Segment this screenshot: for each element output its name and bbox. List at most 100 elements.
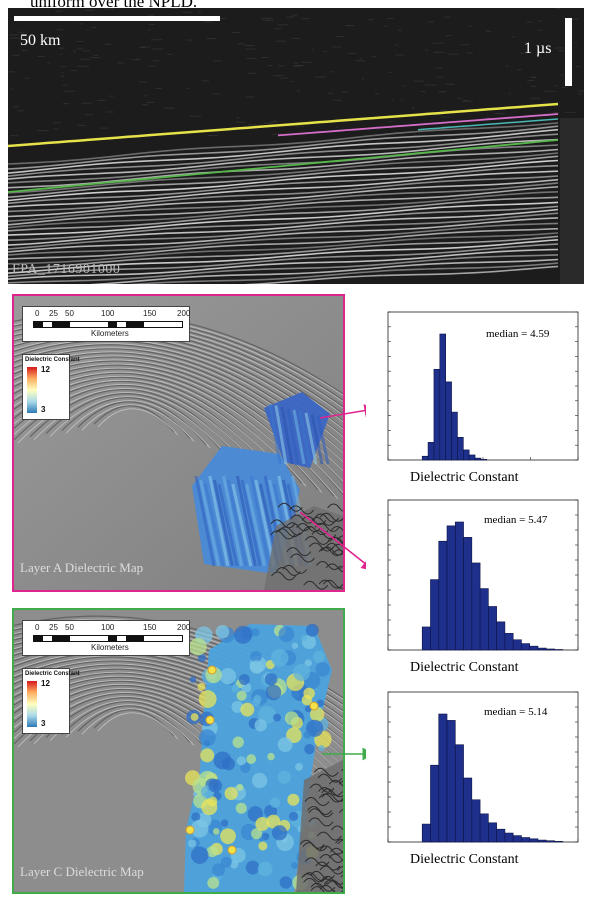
arrow-layer-a-upper-to-hist-1 bbox=[319, 404, 378, 419]
histogram-bar bbox=[480, 459, 488, 461]
legend-color-ramp bbox=[27, 367, 37, 413]
scale-unit-label: Kilometers bbox=[91, 643, 129, 652]
scale-tick-label: 25 bbox=[49, 309, 58, 318]
histogram-bar bbox=[496, 621, 506, 651]
histogram-bar bbox=[529, 838, 539, 843]
histogram-bar bbox=[488, 606, 497, 651]
scale-tick-label: 0 bbox=[35, 623, 40, 632]
radargram-image: 50 km 1 µs FPA_1716901000 bbox=[8, 8, 584, 284]
radargram-layers bbox=[8, 8, 584, 284]
histogram-2: median = 5.47 Dielectric Constant bbox=[366, 494, 584, 678]
scale-tick-label: 200 bbox=[177, 623, 191, 632]
layer-c-scale-bar: 0 25 50 100 150 200 Kilometers bbox=[22, 620, 190, 656]
histogram-bar bbox=[512, 835, 522, 843]
histogram-bar bbox=[529, 645, 539, 651]
histogram-bar bbox=[463, 449, 470, 461]
layer-a-scale-bar: 0 25 50 100 150 200 Kilometers bbox=[22, 306, 190, 342]
time-scale-bar bbox=[565, 18, 572, 86]
layer-c-map-label: Layer C Dielectric Map bbox=[20, 864, 144, 879]
histogram-bar bbox=[446, 525, 456, 651]
scale-tick-label: 50 bbox=[65, 623, 74, 632]
scale-tick-label: 0 bbox=[35, 309, 40, 318]
scale-tick-label: 200 bbox=[177, 309, 191, 318]
layer-c-color-legend: Dielectric Constant 12 3 bbox=[22, 668, 80, 734]
legend-max-label: 12 bbox=[41, 679, 50, 688]
layer-a-map-panel: 0 25 50 100 150 200 Kilometers Dielectri… bbox=[12, 294, 345, 592]
histogram-bar bbox=[479, 588, 489, 651]
histogram-3: median = 5.14 Dielectric Constant bbox=[366, 686, 584, 872]
histogram-bar bbox=[451, 411, 458, 461]
histogram-bar bbox=[496, 828, 506, 843]
histogram-2-median: median = 5.47 bbox=[484, 514, 548, 526]
histogram-bar bbox=[463, 777, 473, 843]
histogram-2-xlabel: Dielectric Constant bbox=[410, 660, 519, 675]
radargram-id-label: FPA_1716901000 bbox=[12, 262, 121, 277]
histogram-1: median = 4.59 Dielectric Constant bbox=[366, 306, 584, 488]
scale-tick-label: 50 bbox=[65, 309, 74, 318]
histogram-bar bbox=[430, 764, 440, 843]
scale-unit-label: Kilometers bbox=[91, 329, 129, 338]
figure-caption-fragment: uniform over the NPLD. bbox=[30, 0, 198, 11]
histogram-bar bbox=[454, 521, 464, 651]
scale-bar-graphic bbox=[33, 635, 183, 642]
legend-title: Dielectric Constant bbox=[25, 671, 80, 677]
histogram-bar bbox=[554, 649, 564, 651]
histogram-bar bbox=[488, 822, 497, 843]
histogram-bar bbox=[438, 713, 448, 843]
arrow-layer-a-lower-to-hist-2 bbox=[299, 511, 375, 571]
histogram-bar bbox=[545, 840, 555, 843]
histogram-bar bbox=[504, 832, 514, 843]
histogram-3-xlabel: Dielectric Constant bbox=[410, 852, 519, 867]
scale-tick-label: 150 bbox=[143, 309, 157, 318]
legend-max-label: 12 bbox=[41, 365, 50, 374]
layer-a-color-legend: Dielectric Constant 12 3 bbox=[22, 354, 80, 420]
legend-min-label: 3 bbox=[41, 405, 46, 414]
histogram-bar bbox=[474, 457, 482, 461]
histogram-bar bbox=[554, 841, 564, 843]
legend-color-ramp bbox=[27, 681, 37, 727]
histogram-bar bbox=[512, 639, 522, 651]
histogram-bar bbox=[454, 744, 464, 843]
histogram-bar bbox=[438, 540, 448, 651]
legend-title: Dielectric Constant bbox=[25, 357, 80, 363]
scale-tick-label: 100 bbox=[101, 623, 115, 632]
legend-min-label: 3 bbox=[41, 719, 46, 728]
histogram-bar bbox=[430, 579, 440, 651]
histogram-1-xlabel: Dielectric Constant bbox=[410, 470, 519, 485]
histogram-bar bbox=[468, 454, 476, 461]
distance-scale-bar bbox=[14, 16, 220, 21]
scale-tick-label: 25 bbox=[49, 623, 58, 632]
histogram-axes-frame bbox=[387, 311, 579, 461]
histogram-3-median: median = 5.14 bbox=[484, 706, 548, 718]
histogram-bar bbox=[545, 648, 555, 651]
histogram-bar bbox=[421, 455, 429, 461]
histogram-bar bbox=[421, 626, 431, 651]
histogram-1-median: median = 4.59 bbox=[486, 328, 550, 340]
scale-tick-label: 150 bbox=[143, 623, 157, 632]
layer-a-map-label: Layer A Dielectric Map bbox=[20, 560, 144, 575]
histogram-bar bbox=[521, 837, 531, 843]
histogram-bar bbox=[421, 823, 431, 843]
histogram-3-plot bbox=[387, 691, 579, 843]
histogram-bar bbox=[521, 643, 531, 651]
histogram-bar bbox=[504, 633, 514, 651]
histogram-bar bbox=[537, 839, 547, 843]
scale-tick-label: 100 bbox=[101, 309, 115, 318]
histogram-1-plot bbox=[387, 311, 579, 461]
layer-c-map-panel: 0 25 50 100 150 200 Kilometers Dielectri… bbox=[12, 608, 345, 894]
time-scale-label: 1 µs bbox=[524, 40, 552, 57]
histogram-bar bbox=[471, 562, 481, 651]
histogram-bar bbox=[479, 813, 489, 843]
histogram-bar bbox=[471, 799, 481, 843]
histogram-bar bbox=[457, 437, 464, 461]
histogram-bar bbox=[463, 537, 473, 651]
histogram-bar bbox=[445, 381, 452, 461]
histogram-bar bbox=[427, 442, 435, 461]
histogram-bar bbox=[537, 647, 547, 651]
histogram-bar bbox=[439, 333, 446, 461]
histogram-2-plot bbox=[387, 499, 579, 651]
histogram-bar bbox=[446, 720, 456, 843]
distance-scale-label: 50 km bbox=[20, 32, 61, 49]
scale-bar-graphic bbox=[33, 321, 183, 328]
